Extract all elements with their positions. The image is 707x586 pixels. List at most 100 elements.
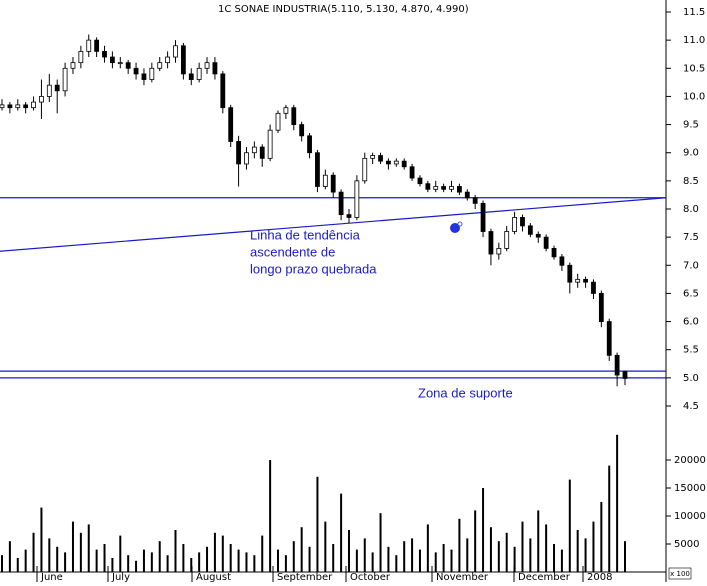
candle-body — [409, 166, 415, 179]
volume-bar — [592, 521, 595, 572]
volume-bar — [300, 527, 303, 572]
volume-bar — [206, 546, 209, 572]
candle-body — [362, 157, 368, 182]
volume-bar — [16, 558, 19, 572]
marker-dot-highlight — [457, 221, 463, 227]
volume-bar — [87, 524, 90, 572]
volume-bar — [600, 502, 603, 572]
candle-body — [606, 321, 612, 356]
y-tick-label: 7.0 — [683, 260, 699, 271]
volume-bar — [135, 560, 138, 572]
candle-body — [133, 67, 139, 75]
candle-body — [614, 354, 620, 376]
candle-body — [259, 146, 265, 159]
candle-body — [338, 191, 344, 216]
candle-body — [307, 135, 312, 154]
y-tick-label: 9.0 — [683, 148, 699, 159]
volume-bar — [403, 541, 406, 572]
volume-bar — [387, 546, 390, 572]
volume-bar — [40, 507, 43, 572]
volume-bar — [371, 552, 374, 572]
volume-bar — [489, 527, 492, 572]
volume-tick-label: 20000 — [674, 455, 706, 466]
y-tick-label: 6.0 — [683, 317, 699, 328]
volume-bar — [103, 544, 106, 572]
volume-bar — [284, 555, 287, 572]
annotation: Linha de tendência — [250, 227, 361, 242]
y-tick-label: 8.0 — [683, 204, 699, 215]
volume-bar — [363, 538, 366, 572]
candle-body — [251, 146, 257, 154]
candle-body — [275, 112, 281, 131]
candle-body — [236, 141, 241, 165]
volume-bar — [458, 518, 461, 572]
volume-bar — [395, 555, 398, 572]
candle-body — [149, 67, 155, 80]
candle-body — [449, 186, 454, 190]
candle-body — [488, 231, 494, 255]
volume-bar — [497, 541, 500, 572]
candle-body — [354, 180, 360, 218]
candle-body — [496, 248, 502, 255]
candle-body — [433, 186, 439, 190]
volume-bar — [269, 460, 272, 572]
candle-body — [393, 160, 399, 165]
volume-bar — [545, 524, 548, 572]
volume-bar — [71, 521, 74, 572]
volume-bar — [584, 538, 587, 572]
candle-body — [228, 107, 234, 142]
volume-bar — [355, 549, 358, 572]
candle-body — [472, 197, 478, 204]
volume-bar — [379, 513, 382, 572]
volume-bar — [426, 524, 429, 572]
y-tick-label: 8.5 — [683, 176, 699, 187]
candle-body — [117, 62, 123, 65]
candle-body — [464, 191, 470, 199]
volume-bar — [324, 521, 327, 572]
volume-unit: x 100 — [670, 570, 690, 578]
y-tick-label: 5.0 — [683, 373, 699, 384]
candle-body — [94, 39, 100, 52]
volume-bar — [245, 552, 248, 572]
y-tick-label: 10.5 — [683, 63, 705, 74]
candle-body — [512, 217, 517, 232]
volume-tick-label: 10000 — [674, 511, 706, 522]
candle-body — [31, 101, 36, 109]
candle-body — [386, 160, 391, 165]
candle-body — [173, 45, 178, 58]
candle-body — [125, 62, 131, 69]
x-tick-label: October — [350, 572, 391, 582]
x-tick-label: September — [277, 572, 333, 582]
volume-bar — [190, 558, 193, 572]
candle-body — [543, 236, 549, 249]
volume-bar — [198, 552, 201, 572]
volume-bar — [142, 549, 145, 572]
volume-bar — [434, 552, 437, 572]
candle-body — [291, 107, 297, 125]
candle-body — [425, 183, 431, 190]
y-tick-label: 11.0 — [683, 35, 705, 46]
candle-body — [417, 177, 423, 185]
x-tick-label: June — [40, 572, 63, 582]
candle-body — [157, 62, 163, 69]
candle-body — [180, 45, 186, 75]
volume-tick-label: 15000 — [674, 483, 706, 494]
candle-body — [23, 104, 29, 109]
candle-body — [378, 155, 383, 162]
y-tick-label: 6.5 — [683, 288, 699, 299]
x-tick-label: 2008 — [587, 572, 612, 582]
candle-body — [622, 371, 628, 379]
y-tick-label: 9.5 — [683, 120, 699, 131]
volume-bar — [237, 549, 240, 572]
x-tick-label: August — [196, 572, 231, 582]
volume-bar — [56, 546, 59, 572]
candle-body — [575, 278, 581, 283]
candle-body — [165, 56, 171, 64]
candle-body — [598, 293, 604, 322]
candle-body — [188, 73, 194, 80]
volume-bar — [466, 538, 469, 572]
volume-bar — [95, 549, 98, 572]
candle-body — [401, 160, 407, 168]
candle-body — [456, 186, 462, 193]
candle-body — [78, 50, 84, 64]
